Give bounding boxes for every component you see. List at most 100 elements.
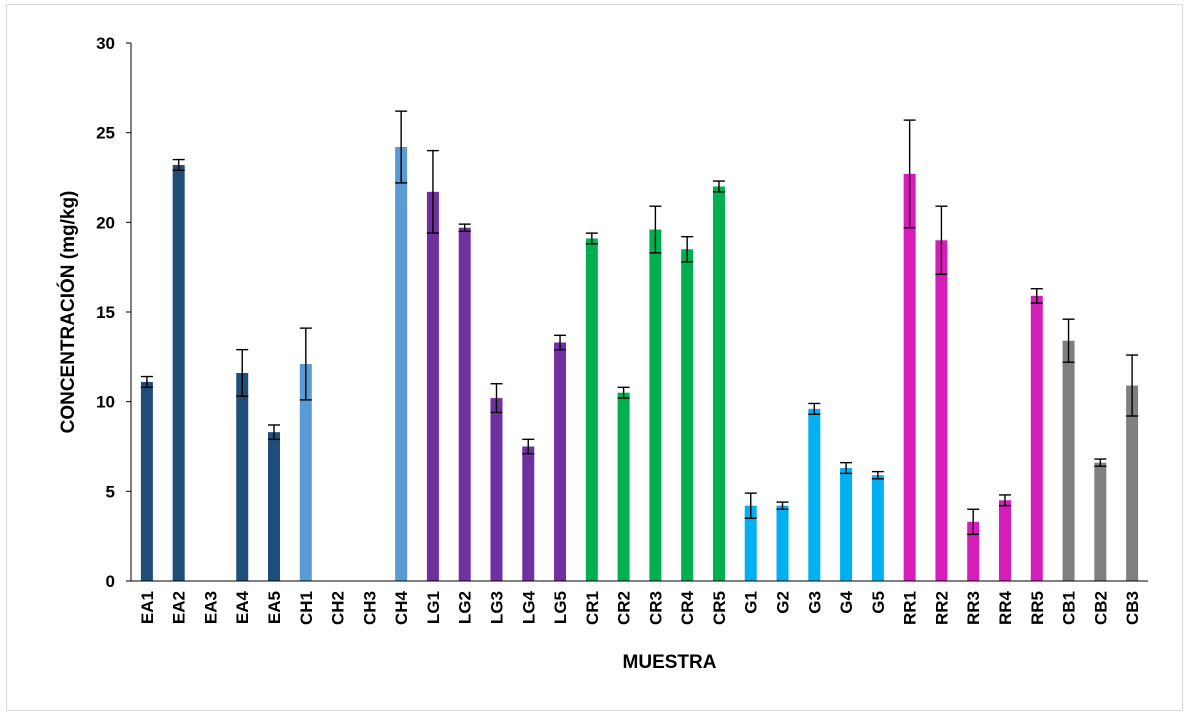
- bar-lg3: [490, 398, 503, 581]
- error-bar-rr1: [903, 119, 916, 229]
- error-bar-cr3: [649, 205, 662, 254]
- error-bar-lg1: [426, 149, 439, 234]
- error-bar-ch1: [299, 327, 312, 401]
- bar-ch1: [299, 364, 312, 581]
- bar-lg2: [458, 227, 471, 582]
- y-tick-label: 15: [96, 303, 115, 322]
- error-bar-ea4: [236, 348, 249, 397]
- bar-ea5: [268, 432, 281, 581]
- y-axis-ticks: 0 5 10 15 20 25 30: [96, 34, 131, 591]
- error-bar-ea2: [172, 158, 185, 172]
- bar-cb1: [1062, 340, 1075, 581]
- error-bar-rr2: [935, 205, 948, 276]
- x-tick-label: LG2: [456, 591, 475, 624]
- error-bar-cr5: [712, 180, 725, 193]
- x-tick-label: CR1: [583, 591, 602, 625]
- x-tick-label: G3: [805, 591, 824, 614]
- x-tick-label: RR1: [901, 591, 920, 625]
- x-tick-label: EA3: [201, 591, 220, 624]
- error-bar-lg4: [522, 438, 535, 455]
- error-bar-lg5: [554, 334, 567, 351]
- bar-g2: [776, 505, 789, 581]
- x-tick-label: G2: [774, 591, 793, 614]
- error-bar-rr3: [967, 508, 980, 536]
- x-axis-labels: EA1 EA2 EA3 EA4 EA5 CH1 CH2 CH3 CH4 LG1 LG2 LG3 LG4 L…: [138, 590, 1142, 625]
- x-tick-label: RR3: [964, 591, 983, 625]
- x-tick-label: CR2: [615, 591, 634, 625]
- x-tick-label: CR5: [710, 591, 729, 625]
- bar-ch4: [395, 147, 408, 581]
- x-tick-label: CR3: [646, 591, 665, 625]
- x-tick-label: CH1: [297, 591, 316, 625]
- bar-rr5: [1030, 295, 1043, 581]
- error-bar-ch4: [395, 110, 408, 184]
- x-tick-label: RR5: [1028, 591, 1047, 625]
- bar-cr5: [712, 186, 725, 581]
- x-tick-label: EA2: [170, 591, 189, 624]
- error-bar-g3: [808, 402, 821, 415]
- bar-g4: [840, 468, 853, 581]
- bar-cb3: [1126, 385, 1139, 581]
- error-bar-g2: [776, 501, 789, 510]
- bar-rr2: [935, 240, 948, 581]
- bar-rr1: [903, 173, 916, 581]
- y-tick-label: 0: [106, 572, 115, 591]
- error-bars-group: [140, 110, 1139, 536]
- x-tick-label: G1: [742, 591, 761, 614]
- x-tick-label: RR4: [996, 590, 1015, 625]
- error-bar-cr4: [681, 235, 694, 263]
- x-tick-label: LG1: [424, 591, 443, 624]
- error-bar-lg3: [490, 383, 503, 414]
- y-tick-label: 30: [96, 34, 115, 53]
- x-tick-label: CB1: [1060, 591, 1079, 625]
- x-tick-label: G5: [869, 591, 888, 614]
- bar-lg5: [554, 342, 567, 581]
- bar-g1: [744, 505, 757, 581]
- x-axis-title: MUESTRA: [623, 652, 717, 673]
- y-tick-label: 5: [106, 482, 115, 501]
- bar-cr2: [617, 392, 630, 581]
- x-tick-label: CR4: [678, 590, 697, 625]
- bar-g5: [871, 475, 884, 581]
- error-bar-g1: [744, 492, 757, 519]
- bar-lg1: [426, 191, 439, 581]
- x-tick-label: EA4: [233, 590, 252, 624]
- error-bar-rr4: [998, 494, 1011, 507]
- bar-cr4: [681, 249, 694, 581]
- bar-ea4: [236, 372, 249, 581]
- bar-lg4: [522, 446, 535, 581]
- bar-cb2: [1094, 462, 1107, 581]
- bar-rr3: [967, 521, 980, 581]
- error-bar-cr1: [585, 232, 598, 245]
- x-tick-label: CH4: [392, 590, 411, 625]
- error-bar-cb1: [1062, 318, 1075, 363]
- error-bar-ea1: [140, 375, 153, 389]
- y-tick-label: 25: [96, 124, 115, 143]
- error-bar-g4: [840, 461, 853, 475]
- bar-cr1: [585, 238, 598, 581]
- y-tick-label: 10: [96, 393, 115, 412]
- x-tick-label: LG3: [487, 591, 506, 624]
- bar-g3: [808, 408, 821, 581]
- x-tick-label: LG4: [519, 590, 538, 624]
- x-tick-label: G4: [837, 590, 856, 613]
- y-axis-title: CONCENTRACIÓN (mg/kg): [57, 191, 79, 434]
- error-bar-lg2: [458, 223, 471, 233]
- x-tick-label: EA1: [138, 591, 157, 624]
- x-tick-label: LG5: [551, 591, 570, 624]
- bar-ea2: [172, 164, 185, 582]
- bar-rr4: [998, 500, 1011, 581]
- error-bar-cr2: [617, 386, 630, 399]
- y-tick-label: 20: [96, 213, 115, 232]
- bar-cr3: [649, 229, 662, 582]
- x-tick-label: CH3: [360, 591, 379, 625]
- x-tick-label: CB3: [1123, 591, 1142, 625]
- error-bar-ea5: [268, 424, 281, 441]
- bar-ea1: [140, 381, 153, 581]
- error-bar-cb2: [1094, 458, 1107, 467]
- x-tick-label: CB2: [1091, 591, 1110, 625]
- x-tick-label: RR2: [932, 591, 951, 625]
- error-bar-cb3: [1126, 354, 1139, 417]
- error-bar-g5: [871, 470, 884, 480]
